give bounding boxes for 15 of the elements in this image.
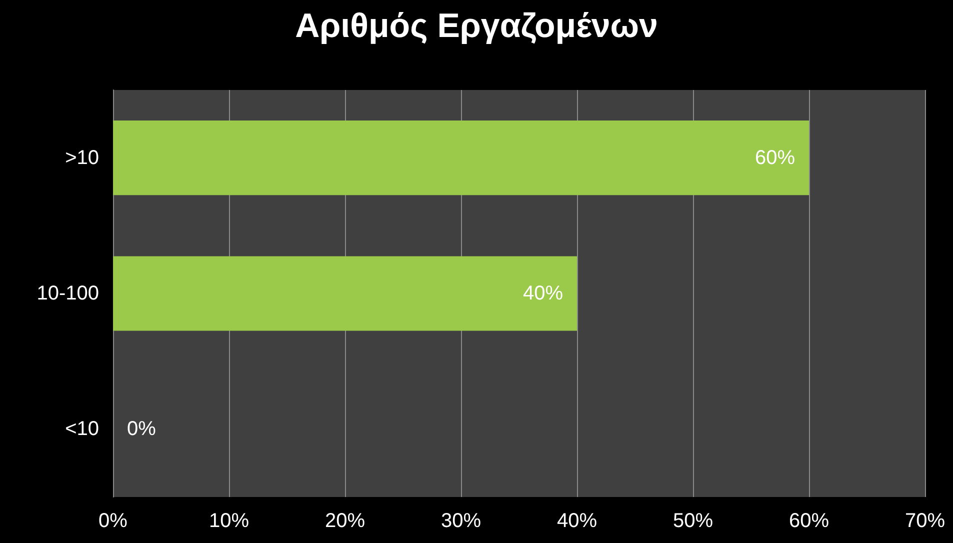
data-label: 60% <box>754 146 796 169</box>
y-tick-label: <10 <box>65 418 99 440</box>
x-tick-label: 20% <box>324 510 366 532</box>
x-tick-label: 0% <box>98 510 128 532</box>
data-label: 40% <box>522 282 564 304</box>
x-tick-label: 40% <box>556 510 598 532</box>
x-tick-label: 30% <box>440 510 482 532</box>
y-tick-label: 10-100 <box>36 282 99 304</box>
data-label: 0% <box>127 418 156 440</box>
x-tick-label: 60% <box>788 510 830 532</box>
x-tick-label: 50% <box>672 510 714 532</box>
chart-title: Αριθμός Εργαζομένων <box>295 7 658 45</box>
y-tick-label: >10 <box>65 146 99 169</box>
x-tick-label: 70% <box>904 510 946 532</box>
x-tick-label: 10% <box>208 510 250 532</box>
